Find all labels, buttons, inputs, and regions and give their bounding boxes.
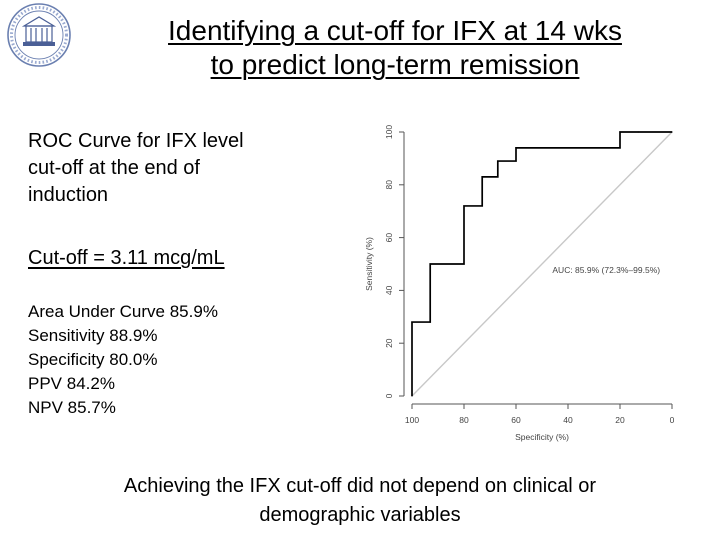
roc-curve-point — [463, 205, 465, 207]
roc-chart: 100 80 60 40 20 0 Specificity (%) 0 20 40 60 80 100 S… — [364, 125, 675, 442]
roc-heading-line-2: cut-off at the end of — [28, 157, 200, 179]
y-tick-label: 40 — [384, 285, 394, 295]
conclusion-text: Achieving the IFX cut-off did not depend… — [30, 472, 690, 530]
roc-heading-line-1: ROC Curve for IFX level — [28, 130, 244, 152]
y-tick-label: 20 — [384, 338, 394, 348]
stat-sensitivity: Sensitivity 88.9% — [28, 326, 158, 345]
stat-specificity: Specificity 80.0% — [28, 350, 158, 369]
roc-curve-point — [637, 131, 639, 133]
roc-curve-point — [463, 263, 465, 265]
x-tick-label: 40 — [563, 415, 573, 425]
roc-curve-point — [411, 321, 413, 323]
roc-curve-point — [481, 176, 483, 178]
performance-stats: Area Under Curve 85.9% Sensitivity 88.9%… — [28, 300, 218, 420]
roc-curve-point — [429, 321, 431, 323]
x-axis-title: Specificity (%) — [515, 432, 569, 442]
title-line-1: Identifying a cut-off for IFX at 14 wks — [168, 15, 622, 46]
x-tick-label: 0 — [670, 415, 675, 425]
roc-curve-point — [497, 160, 499, 162]
stat-npv: NPV 85.7% — [28, 398, 116, 417]
roc-curve-heading: ROC Curve for IFX level cut-off at the e… — [28, 128, 348, 209]
roc-curve-point — [671, 131, 673, 133]
y-tick-label: 0 — [384, 393, 394, 398]
roc-curve-point — [429, 263, 431, 265]
roc-curve-point — [619, 147, 621, 149]
roc-curve-point — [515, 147, 517, 149]
y-axis-title: Sensitivity (%) — [364, 237, 374, 291]
roc-curve-point — [619, 131, 621, 133]
reference-diagonal-line — [411, 131, 673, 397]
y-tick-label: 80 — [384, 180, 394, 190]
roc-curve-point — [515, 160, 517, 162]
roc-heading-line-3: induction — [28, 184, 109, 206]
auc-annotation: AUC: 85.9% (72.3%–99.5%) — [552, 265, 660, 275]
x-tick-label: 60 — [511, 415, 521, 425]
slide-title: Identifying a cut-off for IFX at 14 wks … — [95, 14, 695, 82]
conclusion-line-1: Achieving the IFX cut-off did not depend… — [123, 475, 597, 497]
roc-curve-point — [567, 147, 569, 149]
roc-curve-point — [497, 176, 499, 178]
stat-auc: Area Under Curve 85.9% — [28, 302, 218, 321]
x-tick-label: 80 — [459, 415, 469, 425]
y-tick-label: 60 — [384, 233, 394, 243]
cutoff-value: Cut-off = 3.11 mcg/mL — [28, 247, 225, 269]
conclusion-line-2: demographic variables — [259, 504, 461, 526]
university-seal-logo — [2, 2, 76, 68]
title-line-2: to predict long-term remission — [210, 49, 580, 80]
x-tick-label: 100 — [405, 415, 419, 425]
y-tick-label: 100 — [384, 125, 394, 139]
seal-graphic — [7, 3, 71, 67]
roc-curve-point — [411, 395, 413, 397]
x-tick-label: 20 — [615, 415, 625, 425]
roc-curve-point — [481, 205, 483, 207]
stat-ppv: PPV 84.2% — [28, 374, 115, 393]
